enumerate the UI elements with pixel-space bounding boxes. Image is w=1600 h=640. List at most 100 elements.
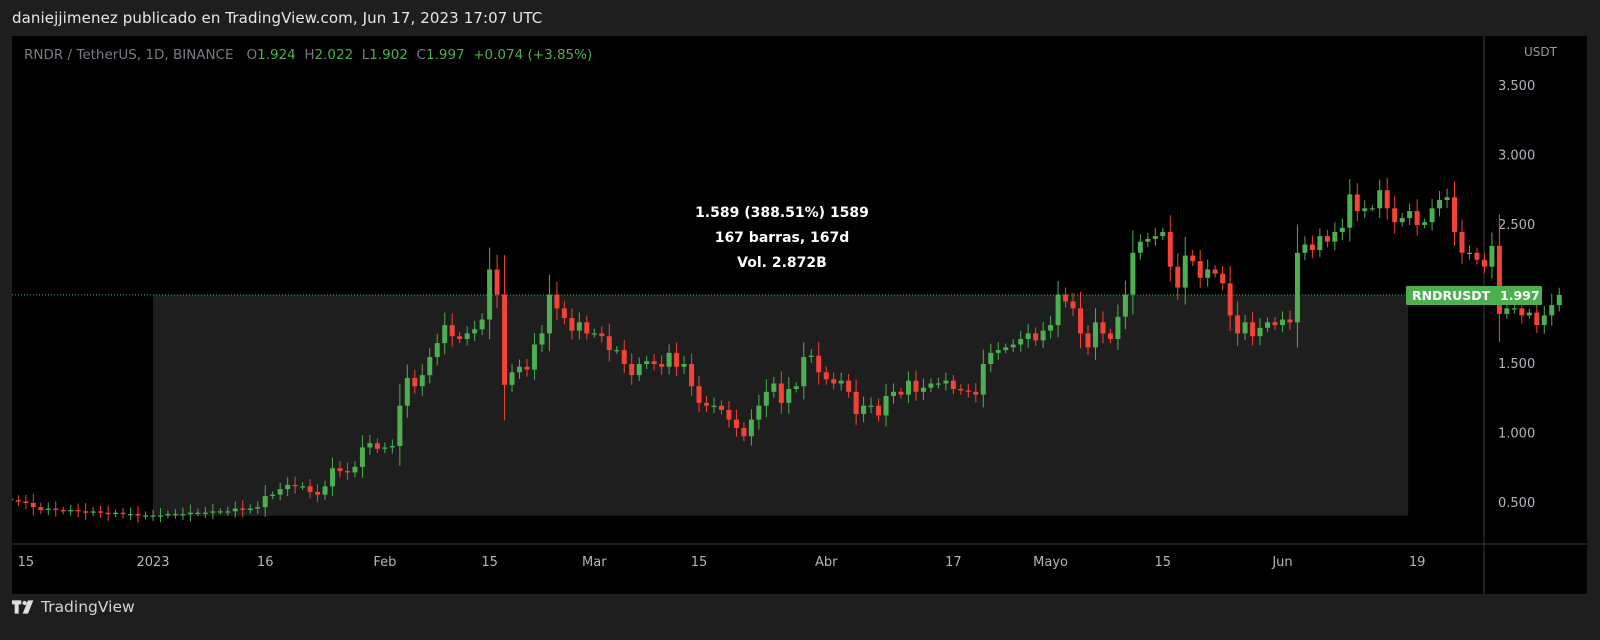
candle-body — [808, 355, 814, 358]
candle-body — [449, 325, 455, 337]
candle-body — [1197, 261, 1203, 278]
candle-body — [292, 484, 298, 487]
candle-body — [68, 509, 74, 512]
tradingview-logo-icon — [12, 600, 34, 614]
candle-body — [1541, 315, 1547, 326]
candle-body — [995, 350, 1001, 353]
publish-caption: daniejjimenez publicado en TradingView.c… — [12, 9, 543, 27]
candle-body — [60, 509, 66, 512]
candle-body — [1519, 308, 1525, 316]
measure-range-rect — [153, 294, 1409, 516]
candle-body — [1115, 316, 1121, 339]
candle-body — [1137, 241, 1143, 253]
candle-body — [1452, 197, 1458, 232]
candle-body — [472, 329, 478, 334]
candle-body — [1437, 199, 1443, 209]
candle-body — [711, 405, 717, 407]
candle-body — [270, 494, 276, 497]
candle-body — [853, 391, 859, 415]
candle-body — [741, 427, 747, 437]
candle-body — [554, 294, 560, 309]
candle-body — [150, 515, 156, 517]
candle-body — [778, 383, 784, 403]
candle-body — [1481, 259, 1487, 267]
x-tick-label: 15 — [18, 555, 35, 570]
candle-body — [83, 511, 89, 513]
candle-body — [1205, 269, 1211, 278]
candle-body — [1182, 255, 1188, 288]
low-label: L — [361, 47, 370, 63]
candle-body — [1122, 294, 1128, 317]
candle-body — [1294, 252, 1300, 323]
candle-body — [621, 350, 627, 364]
candle-body — [217, 511, 223, 513]
candle-body — [793, 386, 799, 390]
candle-body — [726, 409, 732, 420]
candle-body — [846, 380, 852, 392]
candle-body — [113, 512, 119, 515]
candle-body — [172, 514, 178, 516]
candle-body — [629, 364, 635, 376]
candle-body — [1167, 231, 1173, 267]
close-value: 1.997 — [425, 47, 465, 63]
candle-body — [816, 355, 822, 373]
x-tick-label: 2023 — [136, 555, 169, 570]
candle-body — [330, 468, 336, 487]
candle-body — [195, 512, 201, 514]
candle-body — [786, 389, 792, 403]
candle-body — [666, 352, 672, 367]
candle-body — [1235, 315, 1241, 334]
candle-body — [1332, 231, 1338, 242]
candle-body — [1369, 208, 1375, 210]
chart-panel[interactable]: 0.5001.0001.5002.0002.5003.0003.50015202… — [12, 36, 1587, 594]
candle-body — [1309, 244, 1315, 251]
candle-body — [1175, 266, 1181, 288]
candle-body — [300, 486, 306, 488]
candle-body — [681, 364, 687, 367]
candle-body — [943, 380, 949, 384]
high-label: H — [304, 47, 315, 63]
symbol-legend: RNDR / TetherUS, 1D, BINANCE O1.924 H2.0… — [24, 47, 592, 63]
candle-body — [1212, 269, 1218, 274]
candle-body — [546, 294, 552, 334]
candle-body — [531, 344, 537, 370]
candle-body — [1070, 301, 1076, 309]
candle-body — [636, 364, 642, 376]
candlestick-chart[interactable]: 0.5001.0001.5002.0002.5003.0003.50015202… — [12, 36, 1587, 594]
candle-body — [1107, 333, 1113, 339]
candle-body — [389, 446, 395, 448]
candle-body — [674, 352, 680, 367]
candle-body — [90, 511, 96, 513]
candle-body — [1160, 231, 1166, 237]
candle-body — [524, 366, 530, 370]
candle-body — [38, 507, 44, 510]
candle-body — [1287, 319, 1293, 323]
candle-body — [30, 503, 36, 508]
x-tick-label: Jun — [1271, 555, 1292, 570]
candle-body — [1033, 333, 1039, 341]
candle-body — [434, 343, 440, 358]
candle-body — [247, 508, 253, 510]
x-tick-label: 15 — [1155, 555, 1172, 570]
candle-body — [1511, 308, 1517, 310]
y-tick-label: 2.500 — [1498, 218, 1535, 233]
candle-body — [950, 380, 956, 390]
candle-body — [427, 357, 433, 376]
x-tick-label: Feb — [373, 555, 396, 570]
candle-body — [561, 308, 567, 319]
footer-brand[interactable]: TradingView — [12, 596, 135, 618]
symbol-name: RNDR / TetherUS, 1D, BINANCE — [24, 47, 234, 63]
candle-body — [958, 389, 964, 391]
candle-body — [644, 361, 650, 364]
candle-body — [965, 390, 971, 392]
candle-body — [891, 391, 897, 396]
candle-body — [1018, 338, 1024, 345]
y-tick-label: 1.000 — [1498, 427, 1535, 442]
candle-body — [733, 419, 739, 428]
candle-body — [165, 514, 171, 516]
candle-body — [1422, 222, 1428, 225]
footer-brand-label: TradingView — [41, 598, 135, 616]
candle-body — [135, 514, 141, 516]
candle-body — [232, 508, 238, 512]
candle-body — [1272, 322, 1278, 326]
